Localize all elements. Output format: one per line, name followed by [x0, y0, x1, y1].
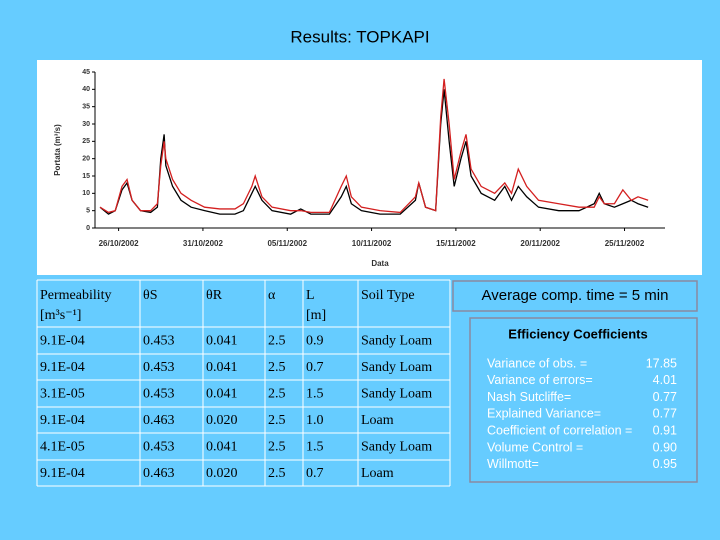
efficiency-label: Explained Variance= [487, 407, 601, 421]
efficiency-label: Variance of errors= [487, 373, 593, 387]
table-cell: 0.453 [143, 387, 175, 402]
efficiency-label: Volume Control = [487, 440, 583, 454]
table-cell: Sandy Loam [361, 440, 432, 455]
table-cell: 4.1E-05 [40, 440, 85, 455]
series-line [99, 78, 649, 214]
efficiency-label: Willmott= [487, 457, 539, 471]
x-tick-label: 31/10/2002 [183, 239, 224, 248]
slide-title: Results: TOPKAPI [290, 27, 429, 46]
table-cell: Sandy Loam [361, 387, 432, 402]
y-tick-label: 25 [82, 138, 90, 145]
efficiency-label: Coefficient of correlation = [487, 423, 632, 437]
series-line [99, 89, 649, 215]
table-cell: 9.1E-04 [40, 360, 85, 375]
table-cell: 9.1E-04 [40, 334, 85, 349]
table-cell: 1.5 [306, 440, 324, 455]
table-header: Soil Type [361, 288, 415, 303]
x-tick-label: 20/11/2002 [520, 239, 560, 248]
efficiency-title: Efficiency Coefficients [508, 326, 647, 341]
efficiency-label: Nash Sutcliffe= [487, 390, 571, 404]
table-header: α [268, 288, 276, 303]
table-cell: 2.5 [268, 334, 286, 349]
y-tick-label: 5 [86, 208, 90, 215]
table-cell: 0.453 [143, 360, 175, 375]
table-cell: 0.020 [206, 413, 238, 428]
chart-background [37, 60, 702, 275]
table-cell: 0.041 [206, 440, 238, 455]
y-tick-label: 35 [82, 104, 90, 111]
table-cell: 9.1E-04 [40, 466, 85, 481]
x-tick-label: 10/11/2002 [352, 239, 392, 248]
comp-time-box [452, 280, 698, 312]
table-cell: Sandy Loam [361, 334, 432, 349]
table-cell: 0.9 [306, 334, 324, 349]
table-header: θR [206, 288, 223, 303]
y-tick-label: 0 [86, 225, 90, 232]
efficiency-value: 0.77 [653, 390, 677, 404]
x-tick-label: 26/10/2002 [99, 239, 140, 248]
table-cell: 0.7 [306, 466, 324, 481]
table-cell: 0.7 [306, 360, 324, 375]
y-axis-label: Portata (m³/s) [53, 124, 62, 176]
efficiency-value: 0.77 [653, 407, 677, 421]
efficiency-label: Variance of obs. = [487, 356, 587, 370]
table-cell: 9.1E-04 [40, 413, 85, 428]
table-cell: 2.5 [268, 387, 286, 402]
table-cell: 0.041 [206, 360, 238, 375]
y-tick-label: 45 [82, 69, 90, 76]
table-cell: Sandy Loam [361, 360, 432, 375]
table-header: Permeability [m³s⁻¹] [40, 288, 112, 323]
table-cell: 0.463 [143, 413, 175, 428]
efficiency-box [469, 317, 698, 483]
x-tick-label: 15/11/2002 [436, 239, 476, 248]
y-tick-label: 15 [82, 173, 90, 180]
table-cell: 0.463 [143, 466, 175, 481]
table-cell: 0.041 [206, 387, 238, 402]
efficiency-value: 4.01 [653, 373, 677, 387]
table-cell: 1.0 [306, 413, 324, 428]
table-cell: 1.5 [306, 387, 324, 402]
x-axis-label: Data [371, 259, 389, 268]
y-tick-label: 30 [82, 121, 90, 128]
efficiency-value: 0.90 [653, 440, 677, 454]
y-tick-label: 10 [82, 190, 90, 197]
efficiency-value: 0.95 [653, 457, 677, 471]
table-cell: 0.041 [206, 334, 238, 349]
table-header: θS [143, 288, 158, 303]
comp-time: Average comp. time = 5 min [482, 287, 669, 304]
table-cell: Loam [361, 466, 394, 481]
table-cell: 0.453 [143, 334, 175, 349]
table-cell: 3.1E-05 [40, 387, 85, 402]
table-cell: Loam [361, 413, 394, 428]
table-cell: 2.5 [268, 360, 286, 375]
x-tick-label: 05/11/2002 [267, 239, 307, 248]
y-tick-label: 40 [82, 86, 90, 93]
y-tick-label: 20 [82, 156, 90, 163]
efficiency-value: 0.91 [653, 423, 677, 437]
x-tick-label: 25/11/2002 [605, 239, 645, 248]
table-header: L [m] [306, 288, 326, 323]
table-cell: 2.5 [268, 440, 286, 455]
efficiency-value: 17.85 [646, 356, 677, 370]
table-cell: 2.5 [268, 466, 286, 481]
table-cell: 0.020 [206, 466, 238, 481]
table-cell: 0.453 [143, 440, 175, 455]
table-cell: 2.5 [268, 413, 286, 428]
